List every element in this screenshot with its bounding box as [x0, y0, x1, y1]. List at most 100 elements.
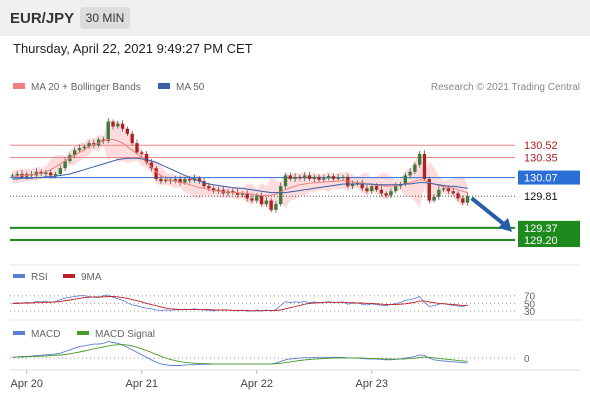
- candle-body: [441, 188, 446, 190]
- candle-body: [10, 175, 15, 177]
- candle-body: [269, 200, 273, 210]
- candle-body: [456, 193, 460, 199]
- rsi-ma-line: [12, 296, 468, 312]
- candle-body: [73, 150, 77, 156]
- rsi-level-label-0: 70: [524, 292, 536, 303]
- candle-body: [394, 186, 398, 192]
- level-badge-2: [518, 170, 580, 185]
- candle-body: [135, 143, 139, 153]
- candle-body: [149, 162, 154, 169]
- level-label-5: 129.20: [524, 235, 558, 247]
- candle-body: [465, 196, 470, 203]
- candle-body: [293, 176, 297, 179]
- rsi-line: [12, 294, 468, 312]
- level-label-3: 129.81: [524, 191, 558, 203]
- bollinger-bands: [12, 118, 468, 214]
- candle-body: [413, 164, 417, 172]
- signal-legend-swatch: [77, 331, 89, 335]
- x-tick-label-1: Apr 21: [126, 378, 158, 390]
- chart-panel: [0, 36, 590, 400]
- bollinger-band-fill: [12, 118, 468, 214]
- level-label-0: 130.52: [524, 140, 558, 152]
- candle-body: [197, 178, 201, 182]
- candle-body: [427, 179, 431, 201]
- candle-body: [44, 172, 48, 174]
- candle-body: [15, 173, 19, 176]
- signal-legend-label: MACD Signal: [95, 329, 155, 340]
- candle-body: [331, 176, 336, 179]
- candle-body: [188, 179, 192, 181]
- candle-body: [96, 139, 101, 146]
- candle-body: [164, 179, 168, 182]
- arrow-head: [498, 217, 512, 232]
- signal-line: [12, 344, 468, 365]
- candle-body: [159, 179, 163, 182]
- candle-body: [389, 191, 393, 196]
- rsi-level-label-1: 50: [524, 299, 536, 310]
- candle-body: [298, 176, 302, 179]
- rsi-legend-swatch: [13, 274, 25, 278]
- timeframe-button[interactable]: 30 MIN: [80, 7, 130, 29]
- candle-body: [312, 176, 316, 179]
- macd-line: [12, 341, 468, 366]
- candle-body: [231, 191, 235, 193]
- rsi-legend-label: RSI: [31, 272, 48, 283]
- macd-zero-label: 0: [524, 354, 530, 365]
- candle-body: [336, 177, 340, 179]
- candle-body: [370, 186, 374, 192]
- candle-body: [245, 193, 249, 199]
- candle-body: [82, 146, 86, 149]
- ma50-legend-swatch: [158, 83, 170, 89]
- candle-body: [144, 153, 149, 163]
- level-label-2: 130.07: [524, 173, 558, 185]
- ma20-line: [12, 139, 468, 196]
- candle-body: [202, 181, 206, 187]
- candle-body: [451, 191, 455, 194]
- candle-body: [154, 168, 158, 179]
- arrow-shaft: [470, 196, 508, 228]
- ma50-line: [12, 157, 468, 194]
- candle-body: [140, 152, 144, 154]
- candle-body: [422, 153, 427, 179]
- candle-body: [326, 176, 331, 179]
- candle-body: [58, 168, 62, 174]
- candle-body: [379, 189, 384, 194]
- candle-body: [120, 123, 125, 129]
- candle-body: [264, 200, 269, 205]
- candle-body: [101, 139, 106, 141]
- candle-body: [125, 128, 130, 134]
- candle-body: [303, 175, 307, 179]
- macd-pane: 0: [10, 341, 530, 366]
- level-badge-3: [518, 189, 580, 204]
- candle-body: [259, 195, 264, 205]
- candle-body: [49, 172, 53, 176]
- candle-body: [288, 175, 292, 179]
- credit-label: Research © 2021 Trading Central: [431, 82, 580, 93]
- candle-body: [207, 186, 211, 189]
- candle-body: [461, 198, 465, 203]
- rsi-ma-legend-swatch: [63, 274, 75, 278]
- ma50-legend-label: MA 50: [176, 82, 205, 93]
- candle-body: [307, 175, 312, 179]
- candle-body: [111, 121, 115, 127]
- candle-body: [178, 179, 182, 183]
- candle-body: [274, 204, 278, 210]
- candle-body: [255, 195, 259, 201]
- datetime-label: Thursday, April 22, 2021 9:49:27 PM CET: [13, 41, 253, 56]
- candle-body: [317, 176, 321, 180]
- candle-body: [116, 123, 120, 127]
- x-tick-label-3: Apr 23: [356, 378, 388, 390]
- candle-body: [374, 186, 379, 190]
- candle-body: [77, 148, 82, 151]
- rsi-level-label-2: 30: [524, 307, 536, 318]
- x-axis: Apr 20 Apr 21 Apr 22 Apr 23: [11, 370, 388, 390]
- level-badge-5: [518, 233, 580, 248]
- candle-body: [360, 182, 364, 189]
- ma20-legend-swatch: [13, 83, 25, 89]
- level-label-4: 129.37: [524, 223, 558, 235]
- x-tick-label-0: Apr 20: [11, 378, 43, 390]
- candle-body: [341, 176, 345, 178]
- rsi-ma-legend-label: 9MA: [81, 272, 102, 283]
